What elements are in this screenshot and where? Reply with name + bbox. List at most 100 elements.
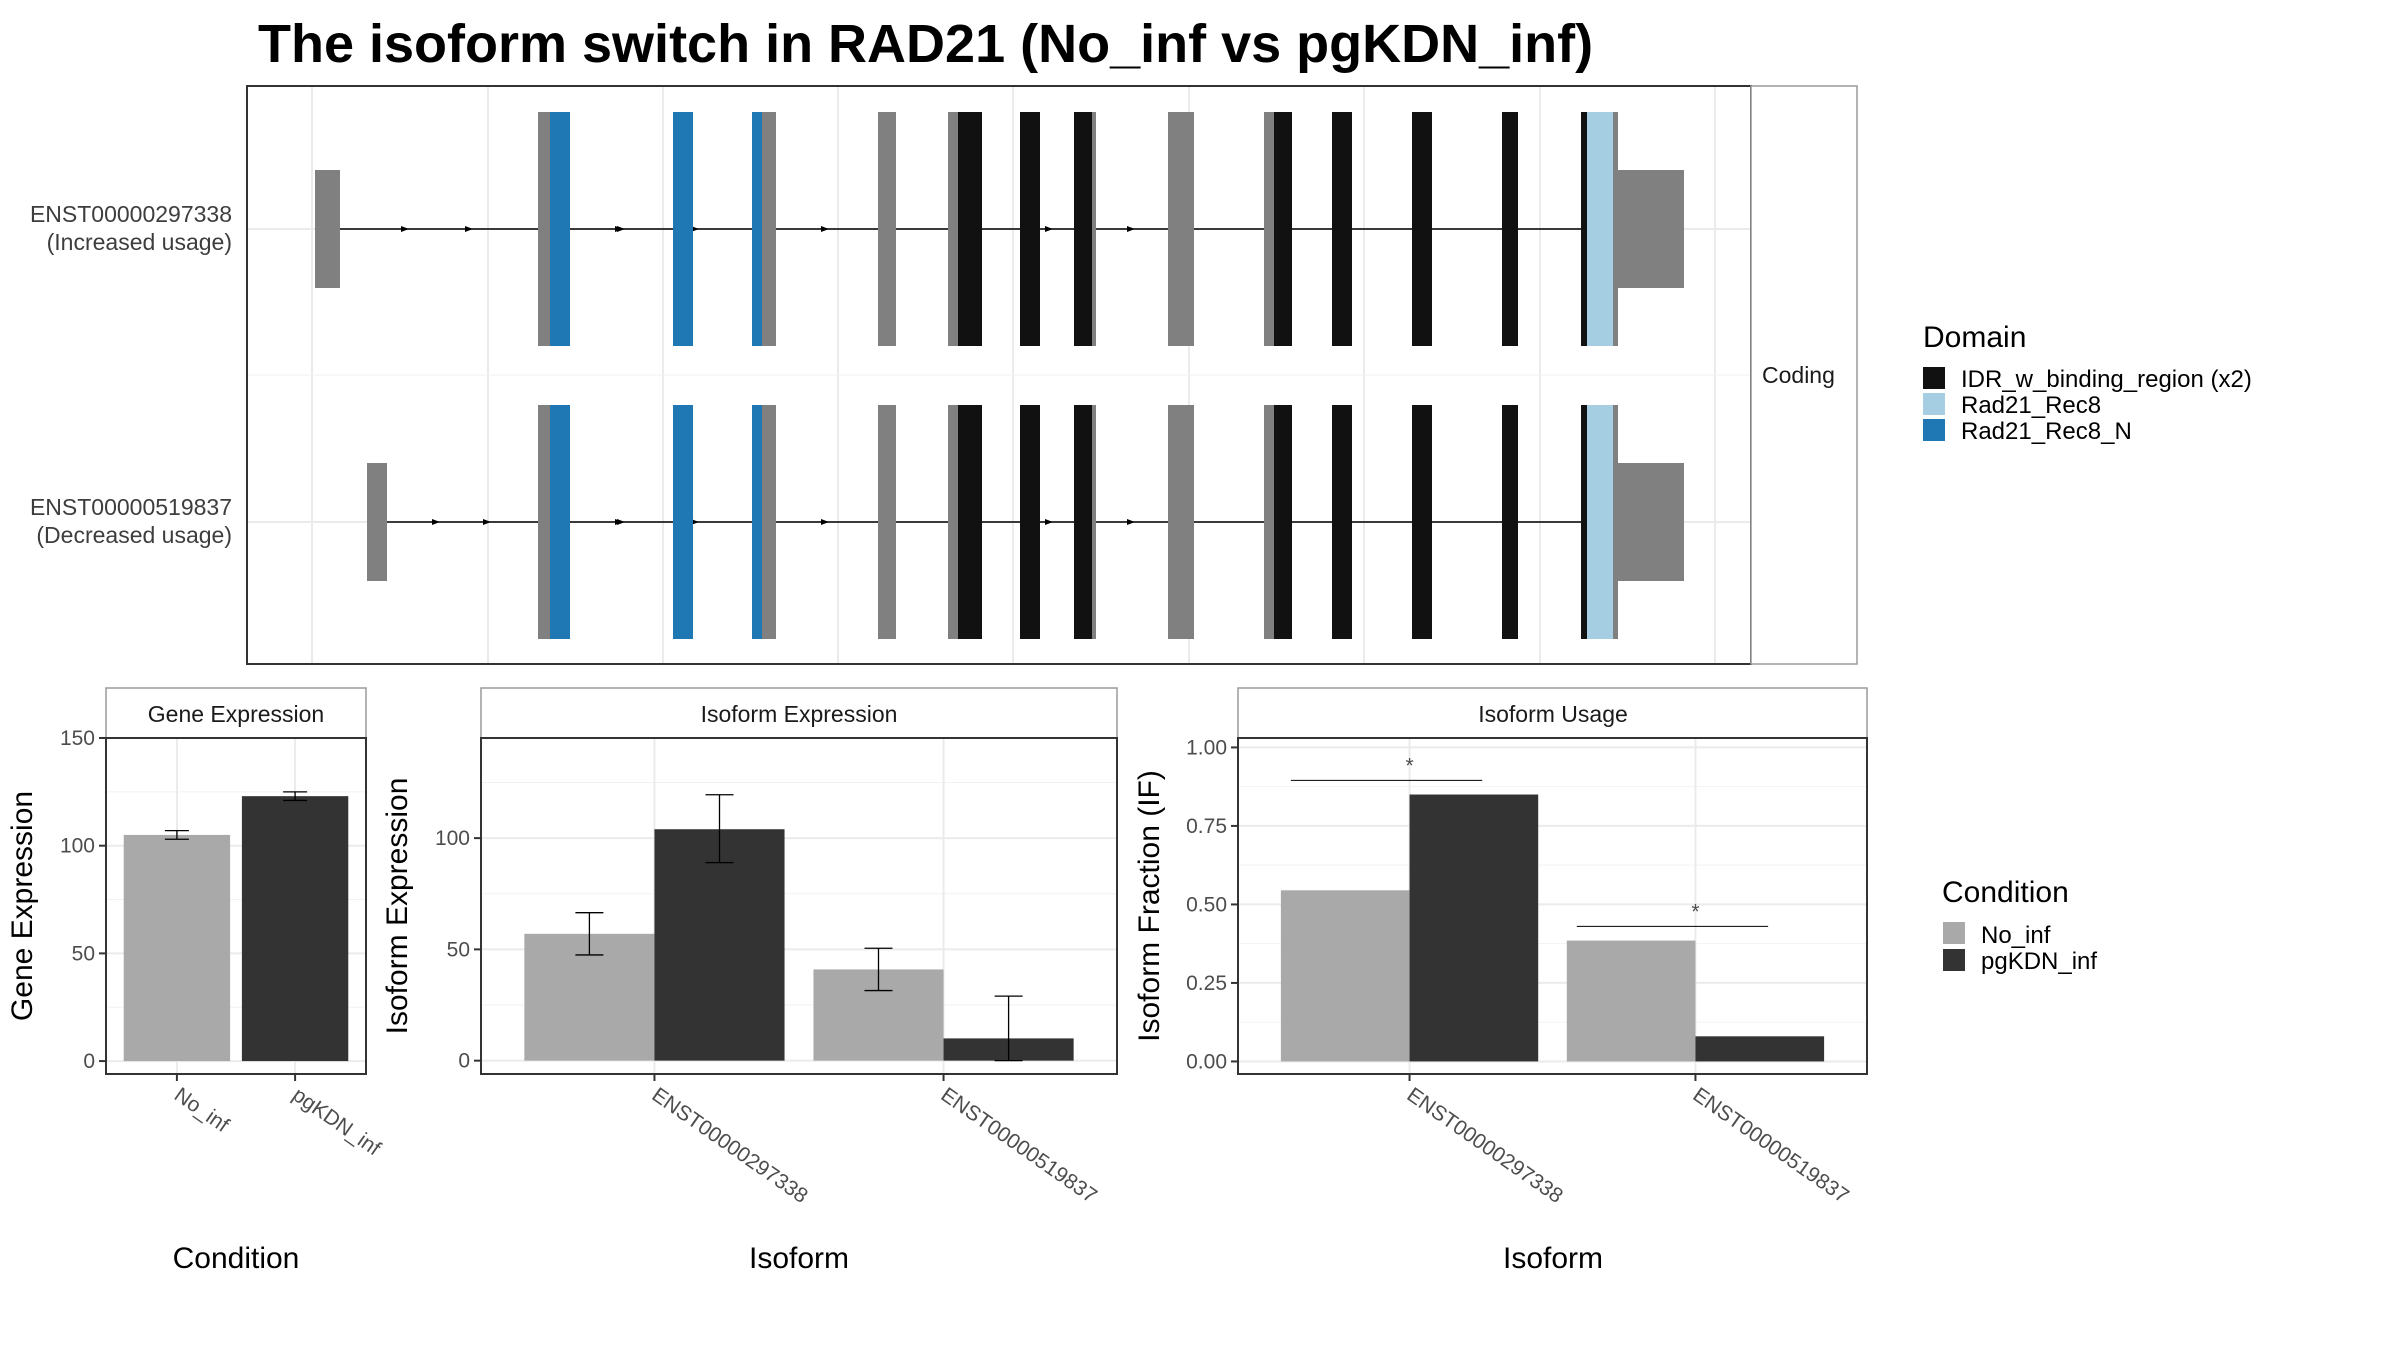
- p3-ytick-label-1: 0.25: [1186, 972, 1227, 995]
- legend-label-idr: IDR_w_binding_region (x2): [1961, 366, 2252, 393]
- legend-swatch-pgkdn-inf: [1943, 949, 1965, 971]
- condition-legend-title: Condition: [1942, 876, 2069, 909]
- p2-ytick-label-1: 50: [447, 938, 470, 961]
- isoform-2-exon-block-17: [1581, 405, 1587, 639]
- gene-expression-plot-area: 0 50 100 150 No_inf pgKDN_inf: [60, 727, 385, 1160]
- isoform-1-exon-block-7: [958, 112, 982, 346]
- p3-ytick-label-3: 0.75: [1186, 815, 1227, 838]
- isoform-2-exon-block-15: [1412, 405, 1432, 639]
- isoform-1-exon-block-3: [752, 112, 762, 346]
- isoform-2-exon-block-0: [538, 405, 550, 639]
- p3-xtick-label-0: ENST00000297338: [1403, 1083, 1567, 1208]
- isoform-2-exon-block-8: [1020, 405, 1040, 639]
- domain-legend: Domain IDR_w_binding_region (x2) Rad21_R…: [1923, 321, 2252, 445]
- isoform-2-exon-block-18: [1587, 405, 1613, 639]
- isoform-1-exon-block-17: [1581, 112, 1587, 346]
- isoform-usage-strip: [1237, 687, 1868, 739]
- isoform-expression-plot-area: 0 50 100 ENST00000297338 ENST00000519837: [435, 738, 1117, 1208]
- gene-expression-strip-label: Gene Expression: [148, 701, 324, 727]
- p3-bar-1-1: [1695, 1036, 1825, 1062]
- isoform-usage-x-title: Isoform: [1503, 1242, 1603, 1275]
- legend-swatch-idr: [1923, 367, 1945, 389]
- isoform-2-exon-block-2: [673, 405, 693, 639]
- p1-ytick-label-3: 150: [60, 727, 95, 750]
- isoform-1-exon-block-0: [538, 112, 550, 346]
- isoform-1-exon-block-5: [878, 112, 896, 346]
- isoform-2-exon-block-3: [752, 405, 762, 639]
- condition-legend: Condition No_inf pgKDN_inf: [1942, 876, 2097, 975]
- p3-bar-0-0: [1280, 890, 1410, 1062]
- isoform-2-intron-arrow-2: [1045, 519, 1053, 525]
- p1-xtick-label-0: No_inf: [170, 1083, 233, 1137]
- isoform-usage-border: [1237, 737, 1868, 1075]
- isoform-label-1-id: ENST00000297338: [30, 201, 232, 227]
- isoform-2-intron-arrow-5: [483, 519, 491, 525]
- gene-expression-y-title: Gene Expression: [6, 791, 39, 1021]
- isoform-structure-panel: Coding ENST00000297338 (Increased usage)…: [30, 85, 1858, 665]
- isoform-1-exon-block-11: [1168, 112, 1194, 346]
- isoform-2-exon-block-11: [1168, 405, 1194, 639]
- isoform-usage-strip-label: Isoform Usage: [1478, 701, 1628, 727]
- p1-xtick-label-1: pgKDN_inf: [288, 1083, 385, 1160]
- isoform-1-intron-arrow-4: [401, 226, 409, 232]
- p2-bar-1-0: [654, 829, 785, 1061]
- isoform-2-intron-arrow-6: [617, 519, 625, 525]
- legend-swatch-rec8-n: [1923, 419, 1945, 441]
- isoform-1-intron-arrow-6: [617, 226, 625, 232]
- isoform-1-exon-block-18: [1587, 112, 1613, 346]
- p1-ytick-label-2: 100: [60, 835, 95, 858]
- p3-sig-mark-0: *: [1405, 754, 1413, 777]
- p3-sig-mark-1: *: [1691, 900, 1699, 923]
- isoform-2-exon-block-12: [1264, 405, 1274, 639]
- p2-ytick-label-2: 100: [435, 827, 470, 850]
- legend-label-pgkdn-inf: pgKDN_inf: [1981, 948, 2097, 975]
- p3-ytick-label-2: 0.50: [1186, 893, 1227, 916]
- isoform-1-exon-block-13: [1274, 112, 1292, 346]
- coding-facet-strip: [1750, 85, 1858, 665]
- gene-expression-border: [105, 737, 367, 1075]
- isoform-expression-panel: Isoform Expression 0 50 100 ENST00000297338…: [381, 687, 1118, 1275]
- coding-facet-label: Coding: [1762, 362, 1835, 388]
- isoform-expression-strip-label: Isoform Expression: [701, 701, 898, 727]
- p1-bar-0-0: [123, 834, 231, 1062]
- isoform-usage-panel: Isoform Usage 0.00 0.25 0.50 0.75 1.00 ENST00…: [1133, 687, 1868, 1275]
- isoform-2-exon-block-13: [1274, 405, 1292, 639]
- p2-xtick-label-1: ENST00000519837: [937, 1083, 1101, 1208]
- isoform-1-exon-block-15: [1412, 112, 1432, 346]
- isoform-1-exon-block-1: [550, 112, 570, 346]
- isoform-1-exon-block-4: [762, 112, 776, 346]
- isoform-1-exon-block-16: [1502, 112, 1518, 346]
- domain-legend-title: Domain: [1923, 321, 2026, 354]
- legend-swatch-no-inf: [1943, 922, 1965, 944]
- isoform-1-intron-arrow-3: [1127, 226, 1135, 232]
- isoform-2-exon-block-14: [1332, 405, 1352, 639]
- isoform-1-exon-block-2: [673, 112, 693, 346]
- isoform-1-intron-arrow-2: [1045, 226, 1053, 232]
- isoform-1-utr-block: [1613, 170, 1684, 288]
- isoform-2-first-exon: [367, 463, 387, 581]
- legend-label-no-inf: No_inf: [1981, 922, 2051, 949]
- gene-expression-panel: Gene Expression 0 50 100 150 No_inf pgKDN_inf…: [6, 687, 385, 1275]
- p3-ytick-label-4: 1.00: [1186, 736, 1227, 759]
- isoform-2-exon-block-7: [958, 405, 982, 639]
- legend-label-rec8: Rad21_Rec8: [1961, 392, 2101, 419]
- isoform-label-1-usage: (Increased usage): [47, 229, 232, 255]
- figure-title: The isoform switch in RAD21 (No_inf vs p…: [258, 14, 1593, 74]
- isoform-2-exon-block-9: [1074, 405, 1092, 639]
- p2-xtick-label-0: ENST00000297338: [648, 1083, 812, 1208]
- isoform-2-intron-arrow-3: [1127, 519, 1135, 525]
- isoform-tracks: [315, 112, 1684, 639]
- isoform-2-exon-block-1: [550, 405, 570, 639]
- isoform-label-2-id: ENST00000519837: [30, 494, 232, 520]
- isoform-2-exon-block-6: [948, 405, 958, 639]
- legend-label-rec8-n: Rad21_Rec8_N: [1961, 418, 2132, 445]
- p3-xtick-label-1: ENST00000519837: [1689, 1083, 1853, 1208]
- isoform-2-exon-block-10: [1092, 405, 1096, 639]
- isoform-usage-plot-area: 0.00 0.25 0.50 0.75 1.00 ENST00000297338 ENST0…: [1186, 736, 1867, 1208]
- isoform-1-exon-block-6: [948, 112, 958, 346]
- isoform-1-exon-block-14: [1332, 112, 1352, 346]
- p3-ytick-label-0: 0.00: [1186, 1050, 1227, 1073]
- p3-bar-1-0: [1409, 794, 1539, 1062]
- isoform-expression-y-title: Isoform Expression: [381, 778, 414, 1035]
